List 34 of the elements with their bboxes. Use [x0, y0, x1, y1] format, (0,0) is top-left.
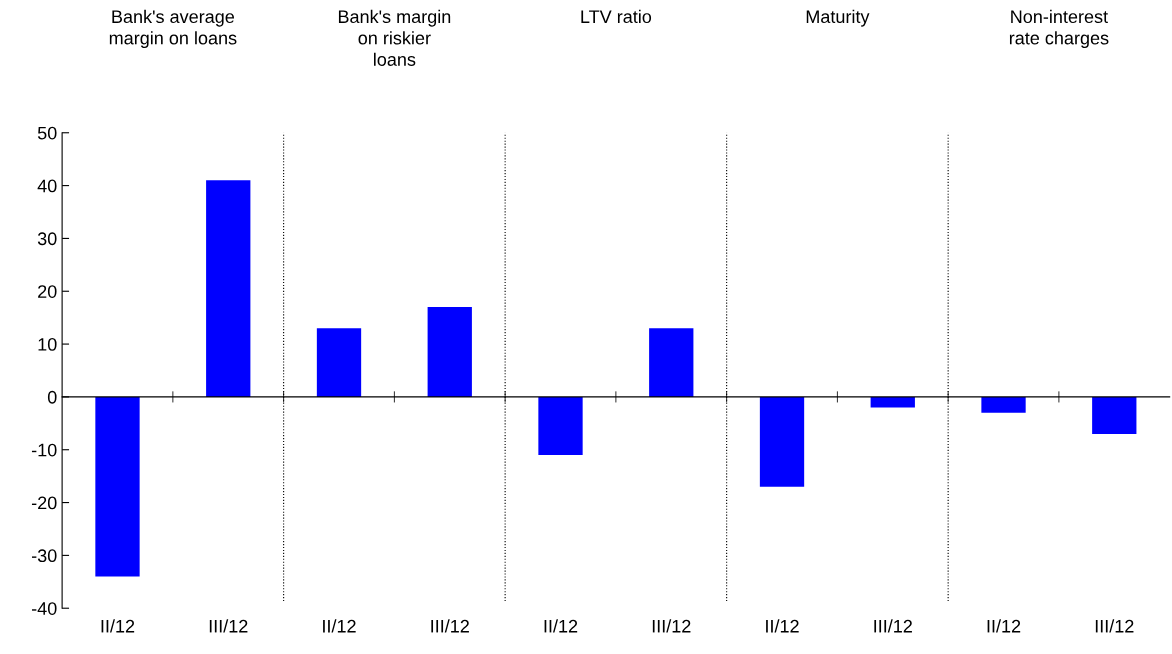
y-tick-label: -30	[31, 549, 57, 563]
x-tick-label: II/12	[323, 619, 356, 633]
text: Bank's average margin on loans	[109, 9, 237, 49]
x-tick-label: II/12	[544, 619, 578, 633]
y-tick-label: -20	[31, 496, 57, 510]
text: Non-interest rate charges	[1009, 9, 1109, 49]
bar	[316, 328, 362, 397]
text: LTV ratio	[581, 9, 652, 24]
y-tick-label: 20	[38, 285, 57, 298]
y-tick-label: 30	[37, 232, 57, 246]
bar	[981, 396, 1026, 413]
bar	[649, 328, 694, 397]
y-tick-label: 10	[38, 338, 57, 351]
x-tick-label: III/12	[652, 619, 691, 633]
bar	[1092, 396, 1137, 434]
x-tick-label: III/12	[1095, 619, 1134, 633]
bar	[427, 307, 472, 397]
y-tick-label: -10	[31, 443, 57, 457]
bar	[538, 396, 583, 456]
x-tick-label: III/12	[874, 619, 912, 633]
y-tick-label: -40	[31, 602, 57, 615]
text: Bank's margin on riskier loans	[338, 9, 451, 66]
x-tick-label: II/12	[766, 619, 799, 633]
bar	[206, 180, 251, 397]
text: Maturity	[806, 9, 870, 27]
y-tick-label: 40	[37, 179, 57, 193]
x-tick-label: II/12	[101, 619, 135, 633]
y-tick-label: 0	[47, 390, 57, 404]
bar	[95, 396, 140, 577]
x-tick-label: III/12	[431, 619, 469, 633]
x-tick-label: III/12	[209, 619, 248, 633]
bar	[759, 396, 805, 487]
x-tick-label: II/12	[987, 619, 1021, 633]
y-tick-label: 50	[37, 126, 57, 140]
